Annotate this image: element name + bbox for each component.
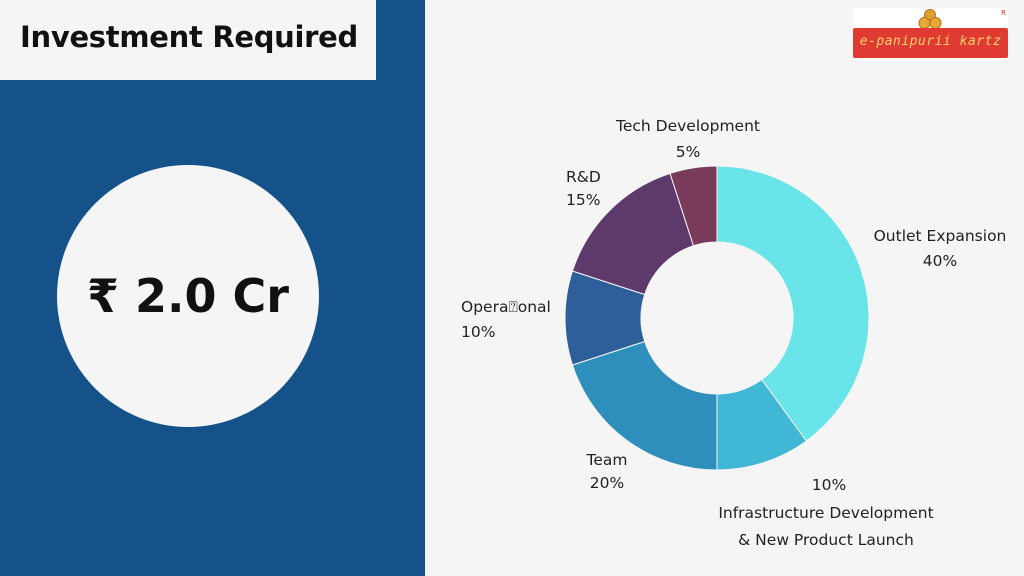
label-infrastructure-line1: Infrastructure Development — [718, 504, 933, 522]
slide-title: Investment Required — [20, 20, 358, 54]
donut-slices — [564, 165, 870, 471]
value-team: 20% — [590, 474, 624, 492]
label-infrastructure-line2: & New Product Launch — [738, 531, 914, 549]
registered-mark: R — [1001, 9, 1006, 17]
value-infrastructure: 10% — [812, 476, 846, 494]
investment-amount: ₹ 2.0 Cr — [87, 269, 289, 323]
slice-tech-development — [669, 165, 718, 247]
label-team: Team — [586, 451, 628, 469]
slice-outlet-expansion — [716, 165, 870, 442]
value-outlet-expansion: 40% — [923, 252, 957, 270]
value-tech-development: 5% — [676, 143, 701, 161]
brand-logo: R e-panipurii kartz — [853, 8, 1008, 60]
slice-team — [571, 340, 718, 471]
label-outlet-expansion: Outlet Expansion — [874, 227, 1007, 245]
value-operational: 10% — [461, 323, 495, 341]
right-panel — [425, 0, 1024, 576]
value-rnd: 15% — [566, 191, 600, 209]
label-tech-development: Tech Development — [615, 117, 760, 135]
logo-banner — [853, 28, 1008, 58]
panipuri-balls-icon — [918, 9, 942, 29]
amount-circle: ₹ 2.0 Cr — [57, 165, 319, 427]
logo-text: e-panipurii kartz — [859, 34, 1002, 49]
label-rnd: R&D — [566, 168, 601, 186]
title-box: Investment Required — [0, 0, 376, 80]
label-operational: Opera⍰onal — [461, 298, 551, 316]
